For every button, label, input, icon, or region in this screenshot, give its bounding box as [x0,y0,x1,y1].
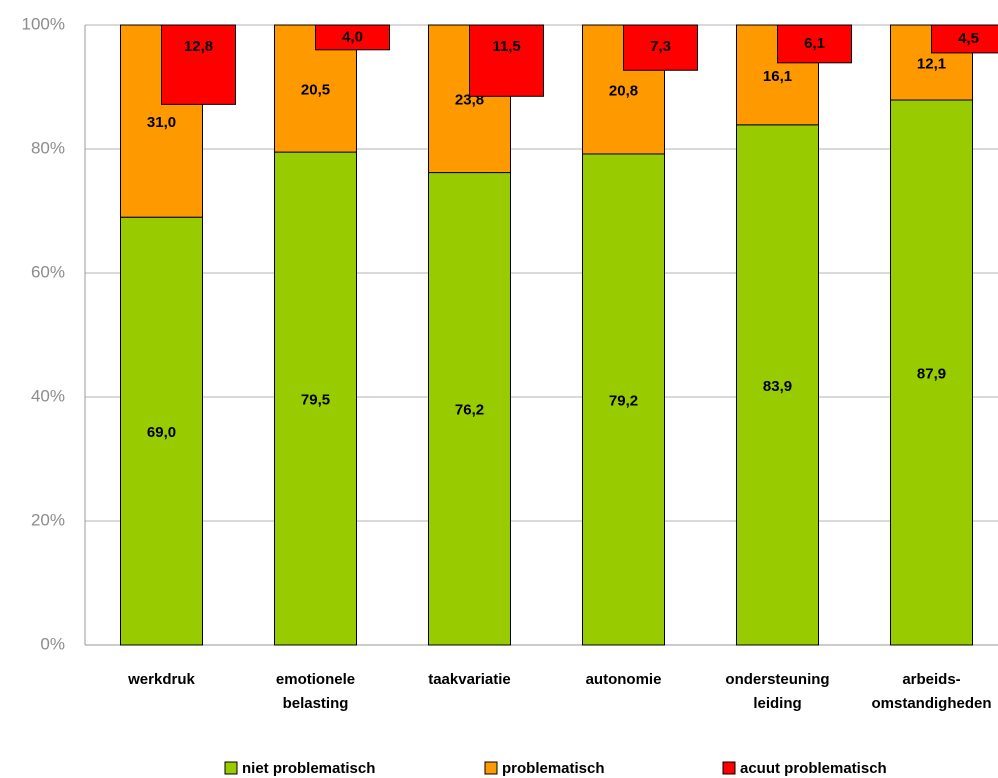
value-label: 79,5 [301,392,330,409]
bar-segment [428,172,511,646]
y-tick-label: 40% [31,386,65,405]
bar-overlay [469,24,544,97]
legend-swatch [722,761,736,775]
bar-segment [120,216,203,646]
y-tick-label: 0% [40,634,65,653]
value-label: 87,9 [917,365,946,382]
value-label: 6,1 [804,35,825,52]
legend-label: acuut problematisch [740,760,887,777]
bar-overlay [931,24,998,54]
y-tick-label: 60% [31,262,65,281]
x-tick-label: emotionele [276,671,355,688]
bar-segment [890,99,973,646]
y-tick-label: 100% [22,14,65,33]
legend-label: problematisch [502,760,605,777]
value-label: 12,8 [184,38,213,55]
value-label: 20,8 [609,82,638,99]
x-tick-label: werkdruk [127,671,195,688]
x-tick-label: taakvariatie [428,671,511,688]
x-tick-label: ondersteuning [725,671,829,688]
value-label: 31,0 [147,114,176,131]
legend-swatch [224,761,238,775]
y-tick-label: 20% [31,510,65,529]
value-label: 12,1 [917,55,946,72]
value-label: 20,5 [301,82,330,99]
bar-segment [582,153,665,646]
value-label: 16,1 [763,68,792,85]
bar-segment [274,151,357,646]
value-label: 83,9 [763,378,792,395]
x-tick-label: autonomie [586,671,662,688]
value-label: 69,0 [147,424,176,441]
bar-segment [736,124,819,646]
bar-overlay [315,24,390,51]
bar-overlay [777,24,852,64]
x-tick-label: omstandigheden [871,695,991,712]
value-label: 76,2 [455,402,484,419]
x-tick-label: leiding [753,695,801,712]
legend-label: niet problematisch [242,760,375,777]
x-tick-label: arbeids- [902,671,960,688]
value-label: 4,5 [958,30,979,47]
bar-overlay [161,24,236,105]
value-label: 11,5 [492,38,520,55]
value-label: 79,2 [609,392,638,409]
bar-overlay [623,24,698,71]
value-label: 4,0 [342,28,363,45]
legend-swatch [484,761,498,775]
y-tick-label: 80% [31,138,65,157]
value-label: 7,3 [650,38,671,55]
x-tick-label: belasting [283,695,349,712]
